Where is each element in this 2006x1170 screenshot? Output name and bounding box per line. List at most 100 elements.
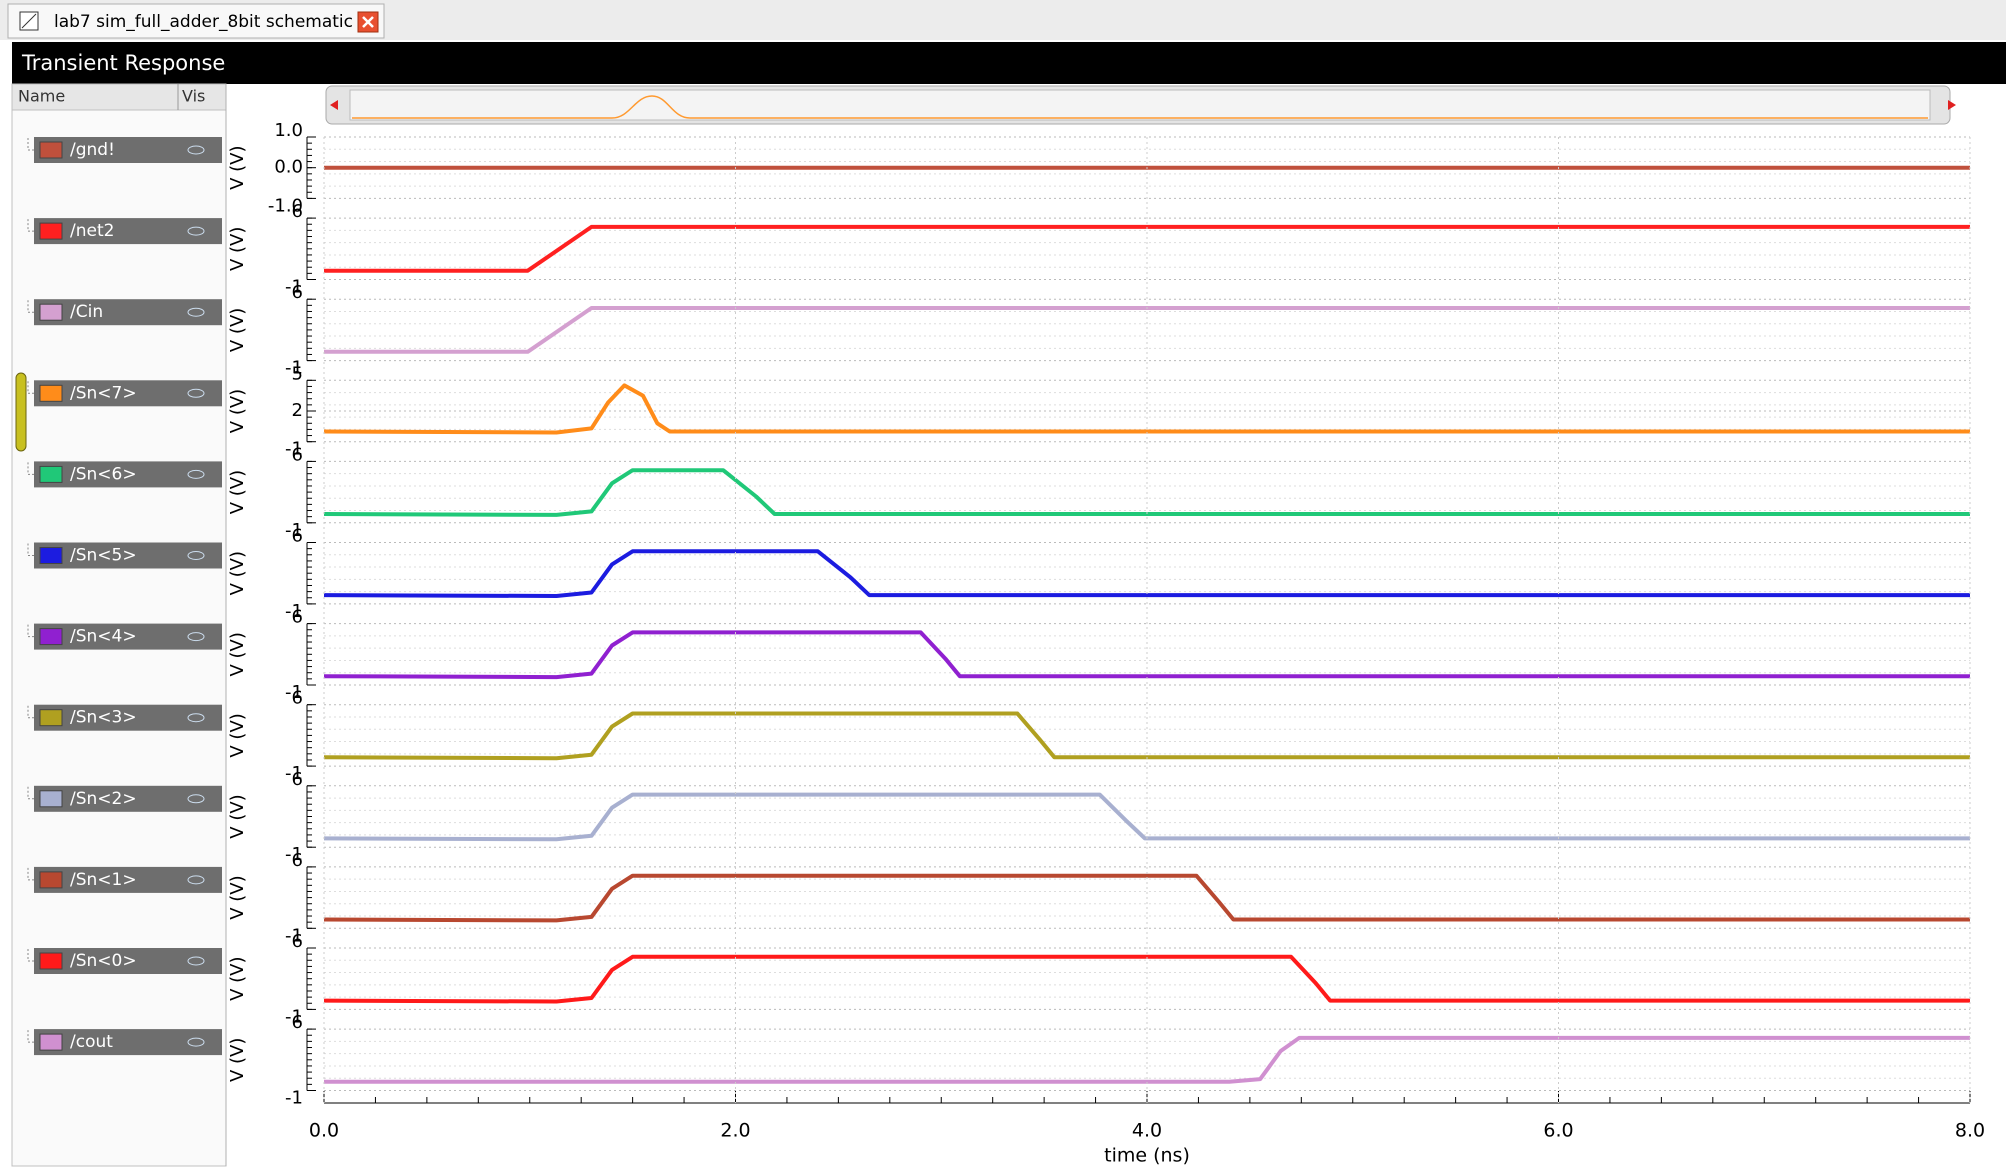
panel-header (12, 42, 2006, 84)
tree-connector (27, 543, 34, 556)
visibility-icon[interactable] (187, 1037, 205, 1047)
y-axis-label: V (V) (227, 389, 248, 433)
y-axis-label: V (V) (227, 875, 248, 919)
signal-row[interactable] (34, 948, 222, 974)
x-tick-label: 2.0 (720, 1120, 750, 1142)
signal-row[interactable] (34, 380, 222, 407)
waveform (323, 383, 1970, 435)
signal-name: /Sn<7> (70, 383, 137, 403)
visibility-icon[interactable] (187, 551, 205, 560)
tab-close-x (362, 16, 374, 28)
signal-swatch (39, 790, 63, 808)
overview-thumb[interactable] (349, 89, 1931, 121)
signal-name: /Cin (70, 302, 103, 322)
signal-name: /net2 (70, 221, 114, 241)
y-tick-label: 1.0 (274, 120, 303, 141)
tree-connector (27, 381, 34, 394)
y-tick-label: 0.0 (274, 157, 303, 178)
y-tick-label: 6 (292, 201, 303, 222)
signal-swatch (39, 303, 63, 321)
y-axis-label: V (V) (227, 794, 248, 838)
signal-swatch (39, 465, 63, 483)
y-tick-label: -1 (285, 925, 303, 946)
panel-title: Transient Response (21, 51, 225, 75)
y-tick-label: 6 (292, 688, 303, 709)
tree-connector (27, 462, 34, 475)
visibility-icon[interactable] (187, 388, 205, 398)
y-tick-label: -1 (285, 1006, 303, 1027)
waveform (324, 306, 1970, 354)
signal-name: /Sn<6> (70, 464, 137, 484)
signal-row[interactable] (34, 704, 222, 731)
signal-swatch (39, 547, 63, 564)
signal-row[interactable] (34, 542, 222, 569)
y-tick-label: -1.0 (268, 195, 303, 216)
waveform (323, 954, 1970, 1004)
waveform (323, 549, 1970, 598)
y-axis-label: V (V) (227, 145, 248, 189)
visibility-icon[interactable] (187, 956, 205, 966)
visibility-icon[interactable] (187, 875, 205, 885)
y-tick-label: 5 (292, 363, 303, 384)
tab-title: lab7 sim_full_adder_8bit schematic (54, 12, 353, 32)
signal-row[interactable] (34, 785, 222, 812)
signal-row[interactable] (34, 218, 222, 245)
visibility-icon[interactable] (187, 469, 205, 479)
signal-row[interactable] (34, 137, 222, 163)
tree-connector (27, 949, 34, 962)
signal-name: /Sn<3> (70, 708, 137, 728)
y-tick-label: 6 (292, 769, 303, 790)
tree-connector (27, 1030, 34, 1043)
signal-name: /Sn<0> (70, 951, 137, 971)
y-tick-label: -1 (285, 439, 303, 460)
x-tick-label: 4.0 (1132, 1120, 1162, 1142)
visibility-icon[interactable] (187, 226, 205, 236)
signal-row[interactable] (34, 299, 222, 326)
name-panel-header (11, 83, 227, 111)
waveform (323, 711, 1970, 761)
waveform (323, 873, 1970, 923)
signal-row[interactable] (34, 1029, 222, 1056)
visibility-icon[interactable] (187, 632, 205, 642)
y-tick-label: 6 (292, 931, 303, 952)
visibility-icon[interactable] (187, 307, 205, 317)
y-tick-label: -1 (285, 1088, 303, 1109)
visibility-icon[interactable] (187, 794, 205, 804)
visibility-icon[interactable] (187, 145, 205, 155)
y-axis-label: V (V) (227, 956, 248, 1000)
x-tick-label: 0.0 (309, 1120, 339, 1142)
signal-swatch (39, 952, 63, 970)
waveform (324, 224, 1970, 273)
y-tick-label: 6 (292, 850, 303, 871)
x-tick-label: 6.0 (1543, 1120, 1573, 1142)
signal-name: /Sn<1> (70, 870, 137, 890)
y-axis-label: V (V) (227, 227, 248, 271)
signal-name: /gnd! (70, 140, 115, 160)
y-tick-label: 6 (292, 607, 303, 628)
signal-swatch (39, 709, 63, 727)
y-tick-label: -1 (285, 358, 303, 379)
signal-swatch (39, 628, 63, 646)
x-tick-label: 8.0 (1955, 1120, 1985, 1142)
y-axis-label: V (V) (227, 470, 248, 514)
y-tick-label: 6 (292, 444, 303, 465)
y-tick-label: -1 (285, 682, 303, 703)
signal-name: /Sn<5> (70, 546, 137, 566)
selection-marker (15, 372, 27, 452)
visibility-icon[interactable] (187, 713, 205, 723)
y-tick-label: -1 (285, 520, 303, 541)
vis-header: Vis (182, 87, 205, 106)
waveform (324, 1035, 1970, 1084)
signal-row[interactable] (34, 461, 222, 488)
signal-swatch (39, 1033, 63, 1051)
tree-connector (27, 138, 34, 151)
tab[interactable] (7, 3, 385, 39)
signal-row[interactable] (34, 623, 222, 650)
y-axis-label: V (V) (227, 1038, 248, 1082)
tree-connector (27, 705, 34, 719)
signal-swatch (39, 384, 63, 402)
signal-swatch (39, 871, 63, 889)
signal-row[interactable] (34, 866, 222, 893)
y-tick-label: -1 (285, 763, 303, 784)
